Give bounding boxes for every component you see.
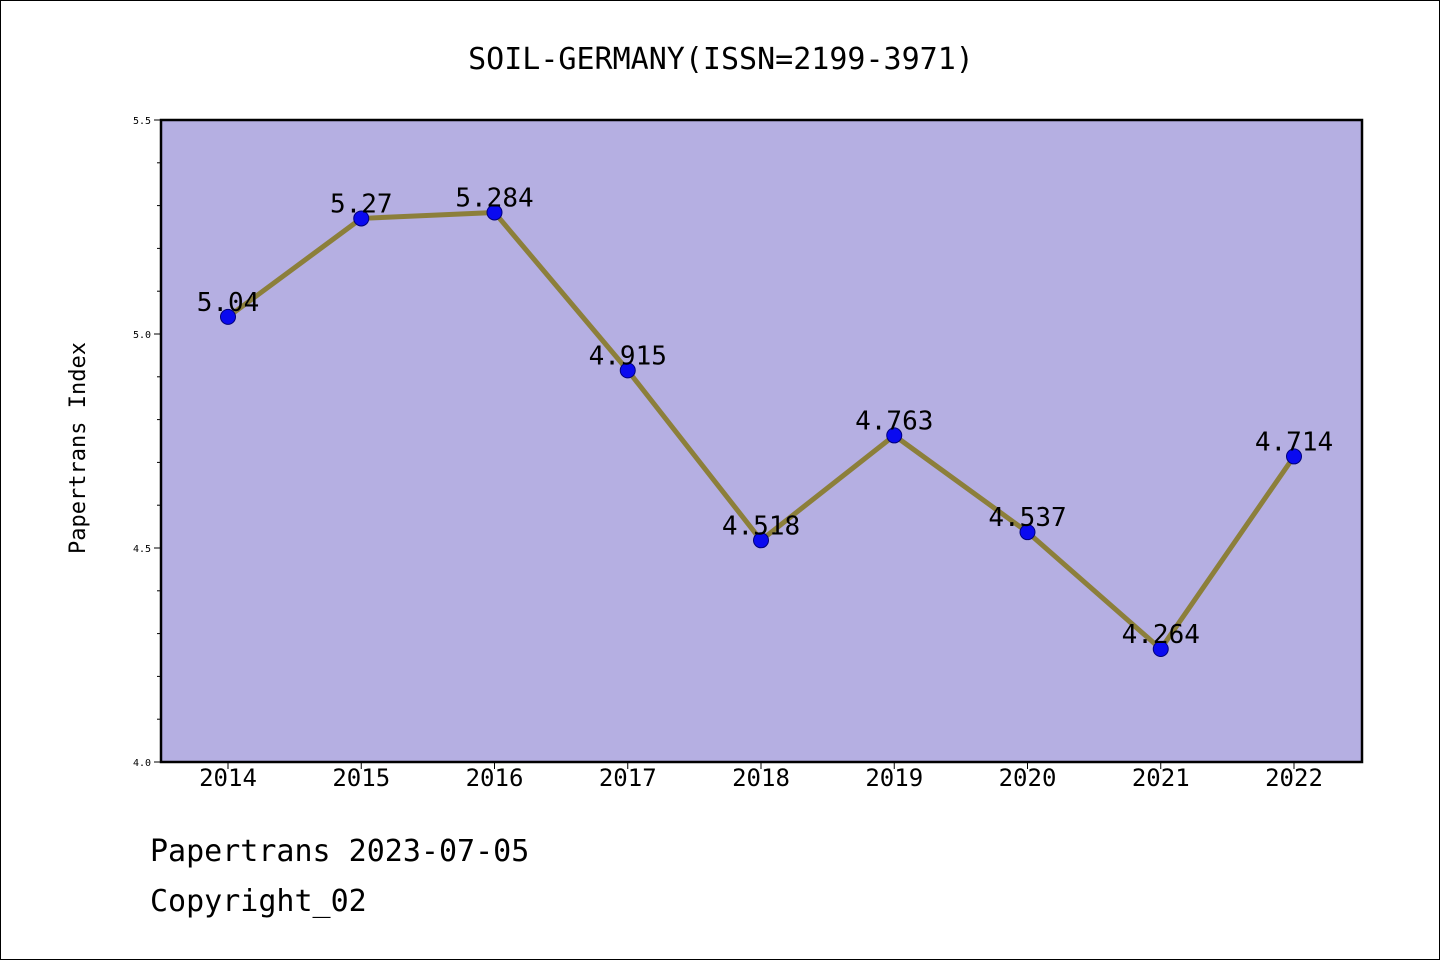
marker-group <box>220 204 1302 658</box>
data-label: 4.537 <box>988 503 1066 533</box>
y-tick-label: 4.5 <box>133 544 151 555</box>
x-tick-label: 2014 <box>199 764 257 792</box>
data-label: 4.264 <box>1122 620 1200 650</box>
x-tick-label: 2015 <box>332 764 390 792</box>
data-point <box>220 308 236 325</box>
data-point <box>1152 641 1169 658</box>
data-point <box>486 204 503 221</box>
data-label: 4.518 <box>722 511 800 541</box>
x-axis: 2014 2015 2016 2017 2018 2019 2020 2021 2022 <box>199 762 1323 792</box>
data-point <box>1286 448 1302 465</box>
y-axis: 4.0 4.5 5.0 5.5 <box>133 116 161 769</box>
data-point <box>353 210 370 227</box>
data-point <box>886 427 903 444</box>
data-label-group: 5.04 5.27 5.284 4.915 4.518 4.763 4.537 4.264 4.… <box>197 183 1333 650</box>
x-tick-label: 2019 <box>865 764 923 792</box>
y-tick-label: 5.0 <box>133 330 151 341</box>
y-tick-label: 5.5 <box>133 116 151 127</box>
data-label: 4.714 <box>1255 427 1333 457</box>
data-label: 5.27 <box>330 189 393 219</box>
data-label: 5.284 <box>455 183 533 213</box>
data-label: 4.915 <box>589 341 667 371</box>
data-point <box>1019 524 1036 541</box>
data-point <box>753 532 769 549</box>
data-point <box>619 362 636 379</box>
x-tick-label: 2016 <box>466 764 524 792</box>
x-tick-label: 2018 <box>732 764 790 792</box>
y-tick-label: 4.0 <box>133 758 151 769</box>
footer-date: Papertrans 2023-07-05 <box>150 834 530 869</box>
x-tick-label: 2022 <box>1265 764 1323 792</box>
data-label: 4.763 <box>855 406 933 436</box>
chart-title: SOIL-GERMANY(ISSN=2199-3971) <box>468 42 974 77</box>
x-tick-label: 2020 <box>999 764 1057 792</box>
x-tick-label: 2017 <box>599 764 657 792</box>
x-tick-label: 2021 <box>1132 764 1190 792</box>
data-label: 5.04 <box>197 288 260 318</box>
y-axis-label: Papertrans Index <box>66 342 91 554</box>
footer-copyright: Copyright_02 <box>150 884 367 919</box>
